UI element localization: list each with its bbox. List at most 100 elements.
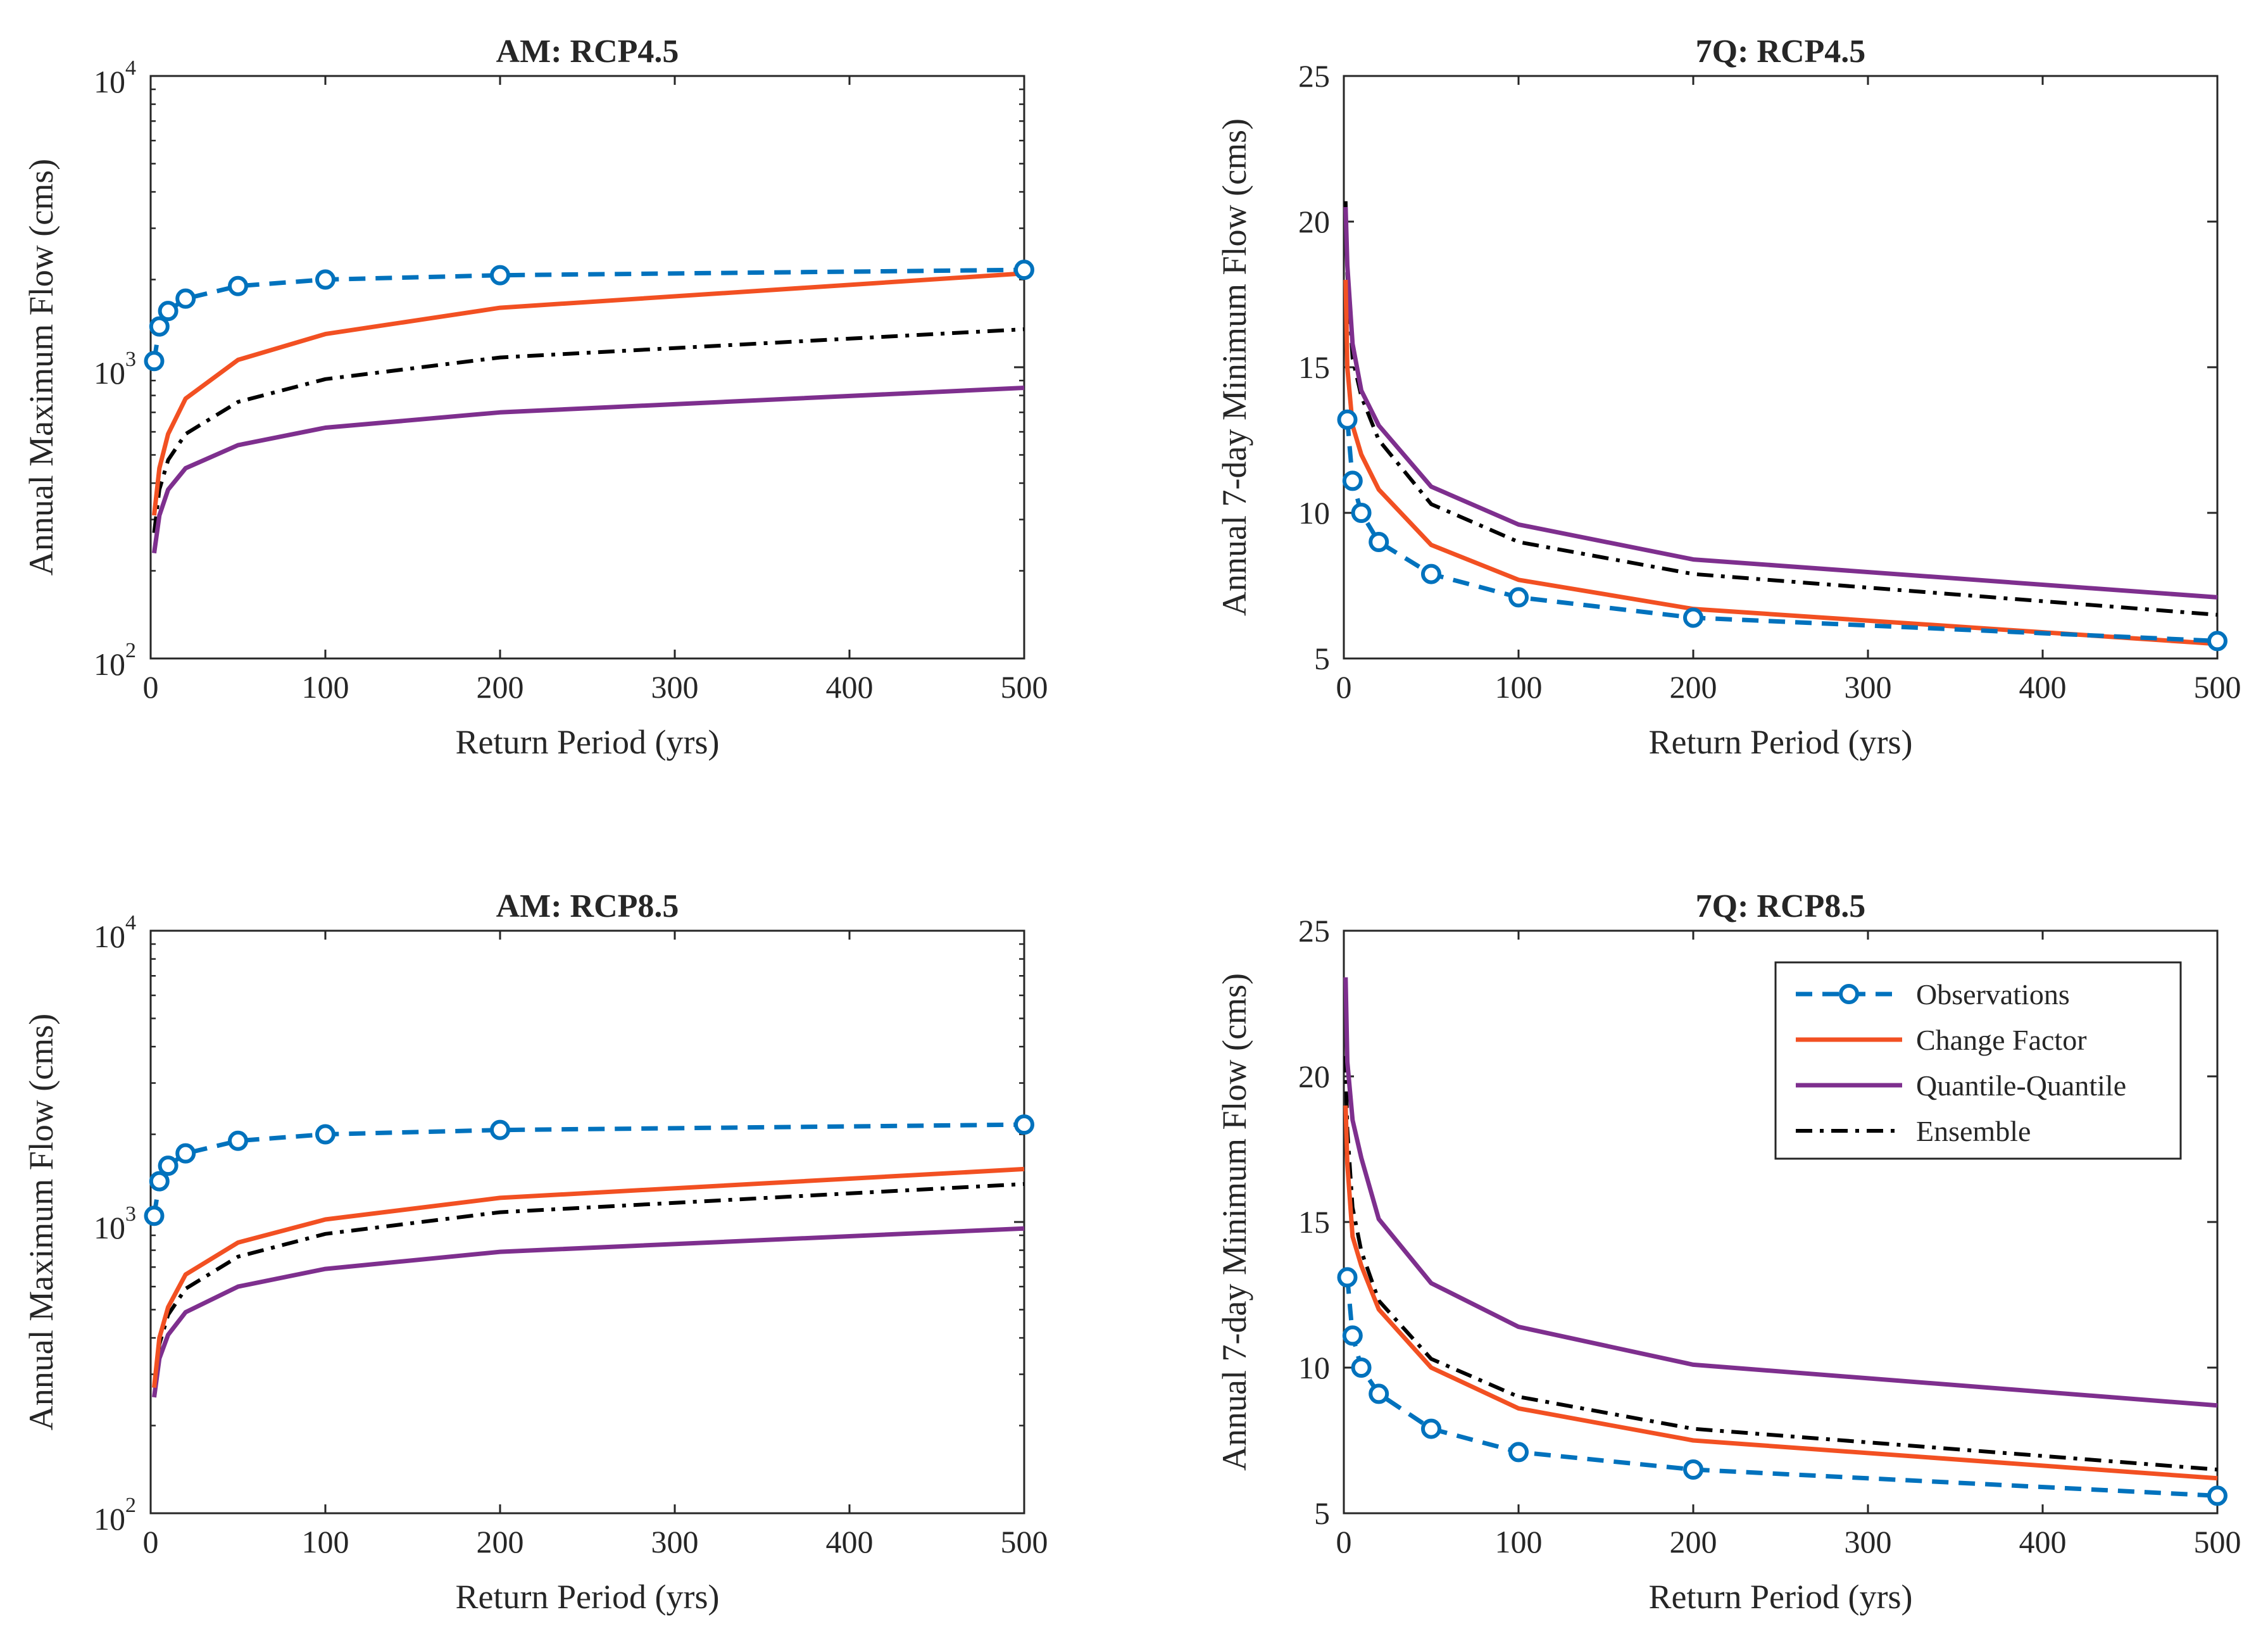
series-observations-line: [1345, 1277, 2218, 1498]
series-quantile-quantile-line: [1343, 977, 2218, 1408]
y-tick-exponent: 4: [125, 56, 136, 80]
series-observations-point: [175, 288, 196, 309]
series-observations-point: [1342, 1325, 1363, 1346]
series-observations-point: [315, 269, 335, 290]
y-tick-label: 10: [94, 1501, 125, 1537]
y-tick-label: 10: [94, 355, 125, 391]
y-tick-exponent: 2: [125, 1494, 136, 1517]
series-observations-point: [1683, 607, 1703, 628]
chart-4: 7Q: RCP8.5 0 100 200 300 400 500 5 10 15 20 25 Retur…: [1215, 888, 2241, 1616]
x-tick-label: 500: [1001, 1524, 1048, 1559]
x-tick-label: 400: [2019, 669, 2067, 705]
x-tick-label: 0: [143, 669, 159, 705]
x-axis-label: Return Period (yrs): [456, 1578, 720, 1616]
x-tick-label: 100: [302, 669, 349, 705]
x-tick-label: 200: [1670, 669, 1717, 705]
series-observations-point: [1337, 409, 1358, 430]
x-tick-label: 400: [826, 669, 874, 705]
series-observations-point: [1337, 1267, 1358, 1288]
x-tick-label: 100: [1495, 669, 1543, 705]
x-tick-label: 100: [302, 1524, 349, 1559]
series-observations-point: [315, 1124, 335, 1145]
series-observations-point: [175, 1143, 196, 1164]
y-tick-label: 15: [1298, 350, 1330, 385]
series-observations-point: [144, 1206, 165, 1226]
x-axis-label: Return Period (yrs): [1649, 1578, 1913, 1616]
legend-marker: [1839, 984, 1859, 1004]
x-axis-label: Return Period (yrs): [456, 723, 720, 761]
series-observations-point: [490, 1119, 510, 1140]
series-change-factor-line: [152, 1166, 1025, 1388]
series-observations-point: [1369, 1383, 1389, 1404]
series-observations-point: [144, 351, 165, 372]
x-tick-label: 0: [1336, 1524, 1352, 1559]
x-tick-label: 500: [1001, 669, 1048, 705]
y-tick-label: 5: [1314, 1496, 1330, 1531]
series-change-factor-line: [152, 271, 1025, 516]
x-tick-label: 0: [1336, 669, 1352, 705]
series-observations-point: [1508, 1442, 1529, 1463]
series-observations-point: [2207, 1485, 2227, 1506]
series-observations-point: [1683, 1459, 1703, 1480]
series-observations-point: [1351, 1357, 1372, 1378]
x-tick-label: 100: [1495, 1524, 1543, 1559]
series-observations-point: [1014, 260, 1034, 280]
y-tick-exponent: 4: [125, 911, 136, 935]
y-tick-label: 20: [1298, 204, 1330, 239]
y-axis-label: Annual 7-day Minimum Flow (cms): [1215, 973, 1253, 1471]
series-ensemble-line: [152, 327, 1025, 533]
y-tick-label: 25: [1298, 58, 1330, 94]
x-tick-label: 0: [143, 1524, 159, 1559]
y-tick-label: 5: [1314, 641, 1330, 676]
x-tick-label: 200: [477, 1524, 524, 1559]
x-tick-label: 200: [477, 669, 524, 705]
y-tick-label: 10: [94, 646, 125, 682]
x-tick-label: 300: [651, 1524, 699, 1559]
series-observations-point: [228, 275, 248, 296]
y-tick-exponent: 2: [125, 639, 136, 662]
axes-frame: [149, 929, 1025, 1515]
series-quantile-quantile-line: [152, 386, 1025, 554]
series-quantile-quantile-line: [152, 1226, 1025, 1398]
series-observations-point: [1014, 1114, 1034, 1135]
y-tick-label: 10: [1298, 1350, 1330, 1385]
y-tick-label: 10: [94, 1210, 125, 1245]
series-observations-point: [149, 316, 170, 337]
x-tick-label: 200: [1670, 1524, 1717, 1559]
y-tick-exponent: 3: [125, 1202, 136, 1226]
series-ensemble-line: [152, 1182, 1025, 1388]
series-observations-point: [228, 1130, 248, 1151]
series-observations-line: [1345, 419, 2218, 643]
x-tick-label: 500: [2194, 1524, 2241, 1559]
y-axis-label: Annual 7-day Minimum Flow (cms): [1215, 118, 1253, 616]
chart-title: AM: RCP4.5: [496, 34, 679, 70]
x-tick-label: 300: [651, 669, 699, 705]
series-observations-point: [1508, 587, 1529, 608]
y-tick-label: 15: [1298, 1204, 1330, 1240]
series-observations-point: [1421, 564, 1441, 584]
series-observations-point: [149, 1171, 170, 1192]
chart-title: AM: RCP8.5: [496, 888, 679, 924]
series-ensemble-line: [1343, 1055, 2218, 1471]
legend-label: Change Factor: [1916, 1024, 2087, 1056]
x-axis-label: Return Period (yrs): [1649, 723, 1913, 761]
y-tick-exponent: 3: [125, 348, 136, 371]
series-observations-line: [152, 1122, 1025, 1216]
series-observations-point: [1342, 470, 1363, 491]
series-observations-point: [490, 265, 510, 286]
y-axis-label: Annual Maximum Flow (cms): [22, 159, 60, 576]
legend-label: Observations: [1916, 978, 2070, 1011]
y-tick-label: 25: [1298, 913, 1330, 948]
series-observations-point: [1421, 1418, 1441, 1439]
y-axis-label: Annual Maximum Flow (cms): [22, 1014, 60, 1430]
series-change-factor-line: [1343, 1105, 2218, 1481]
axes-frame: [1343, 75, 2219, 660]
series-observations-point: [2207, 631, 2227, 652]
y-tick-label: 10: [94, 919, 125, 954]
series-quantile-quantile-line: [1343, 206, 2218, 600]
x-tick-label: 500: [2194, 669, 2241, 705]
chart-title: 7Q: RCP8.5: [1696, 888, 1866, 924]
series-observations-point: [158, 301, 179, 322]
